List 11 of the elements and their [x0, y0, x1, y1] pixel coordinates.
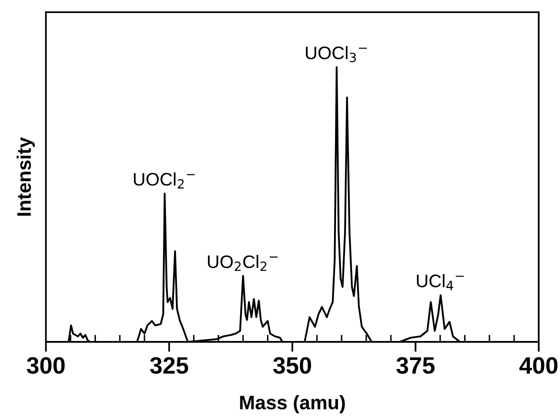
annotation: UO$_{2}$Cl$_{2}$$^{−}$ — [208, 254, 278, 271]
x-tick-label: 350 — [273, 357, 312, 374]
y-axis-title: Intensity — [16, 137, 35, 216]
x-tick-label: 325 — [150, 357, 188, 374]
annotation: UOCl$_{2}$$^{−}$ — [134, 172, 195, 188]
x-tick-label: 300 — [26, 357, 65, 374]
annotation: UCl$_{4}$$^{−}$ — [416, 274, 464, 290]
x-axis-title: Mass (amu) — [240, 395, 345, 414]
x-tick-label: 375 — [396, 357, 435, 374]
annotation: UOCl$_{3}$$^{−}$ — [306, 46, 367, 62]
x-tick-label: 400 — [519, 357, 558, 374]
